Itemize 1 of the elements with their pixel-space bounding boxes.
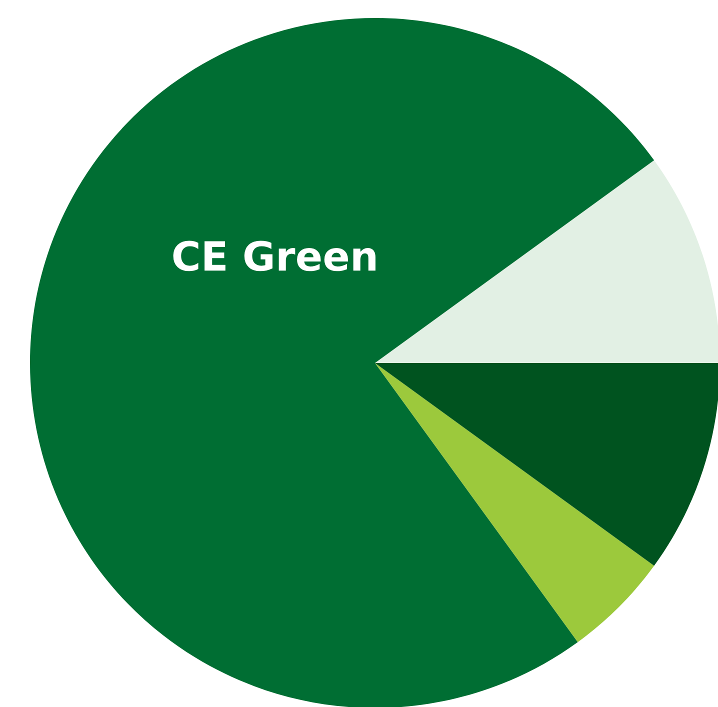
slice-label: CE Green — [173, 240, 376, 272]
